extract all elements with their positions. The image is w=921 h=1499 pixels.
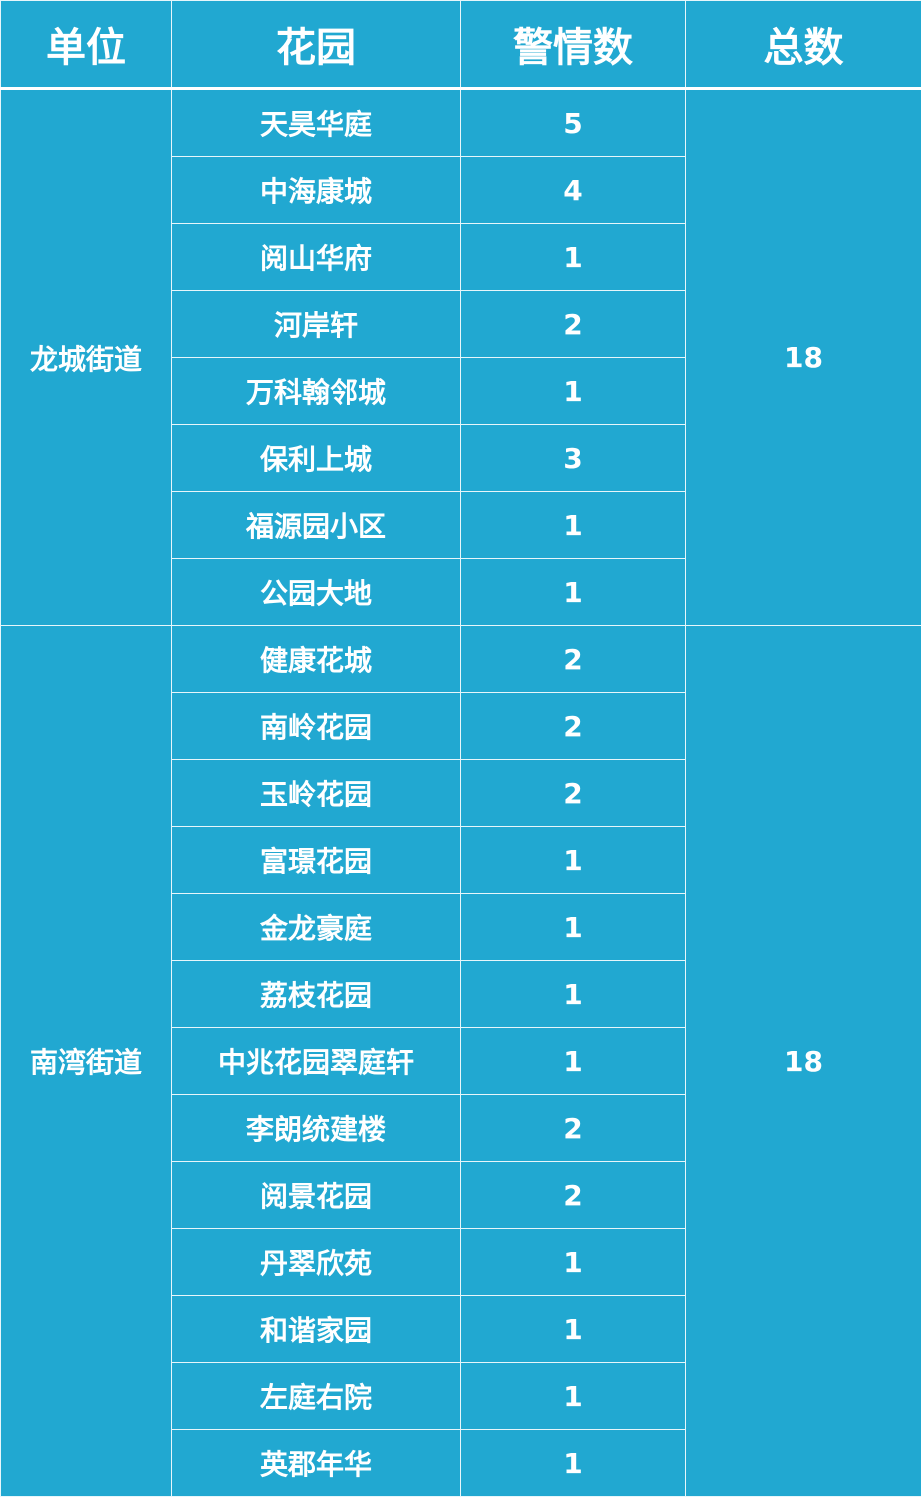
garden-cell: 公园大地: [171, 558, 461, 626]
table-row: 河岸轩 2: [1, 290, 921, 358]
table-row: 玉岭花园 2: [1, 759, 921, 827]
alert-count-cell: 1: [460, 960, 686, 1028]
alert-count-cell: 5: [460, 88, 686, 157]
table-row: 中海康城 4: [1, 156, 921, 224]
unit-cell: 龙城街道: [0, 88, 172, 626]
garden-cell: 中兆花园翠庭轩: [171, 1027, 461, 1095]
header-alert-count: 警情数: [460, 0, 686, 90]
garden-cell: 和谐家园: [171, 1295, 461, 1363]
garden-cell: 丹翠欣苑: [171, 1228, 461, 1296]
alert-count-cell: 1: [460, 1362, 686, 1430]
alert-count-cell: 1: [460, 1429, 686, 1497]
alert-count-cell: 1: [460, 1228, 686, 1296]
garden-cell: 玉岭花园: [171, 759, 461, 827]
table-row: 南湾街道 健康花城 2 18: [0, 625, 921, 1497]
table-row: 阅山华府 1: [1, 223, 921, 291]
table-row: 龙城街道 天昊华庭 5 18: [0, 88, 921, 626]
garden-cell: 阅山华府: [171, 223, 461, 291]
alert-count-cell: 2: [460, 759, 686, 827]
garden-cell: 荔枝花园: [171, 960, 461, 1028]
table-row: 南岭花园 2: [1, 692, 921, 760]
alert-count-cell: 1: [460, 223, 686, 291]
garden-cell: 英郡年华: [171, 1429, 461, 1497]
table-row: 保利上城 3: [1, 424, 921, 492]
table-row: 公园大地 1: [1, 558, 921, 626]
table-row: 中兆花园翠庭轩 1: [1, 1027, 921, 1095]
alert-count-cell: 1: [460, 357, 686, 425]
header-row: 单位 花园 警情数 总数: [0, 0, 921, 90]
table-row: 和谐家园 1: [1, 1295, 921, 1363]
table-row: 李朗统建楼 2: [1, 1094, 921, 1162]
garden-cell: 富璟花园: [171, 826, 461, 894]
alert-count-cell: 1: [460, 491, 686, 559]
total-cell: 18: [685, 88, 921, 626]
table-row: 富璟花园 1: [1, 826, 921, 894]
table-row: 金龙豪庭 1: [1, 893, 921, 961]
garden-cell: 福源园小区: [171, 491, 461, 559]
alert-count-cell: 1: [460, 826, 686, 894]
garden-cell: 万科翰邻城: [171, 357, 461, 425]
garden-cell: 阅景花园: [171, 1161, 461, 1229]
garden-cell: 左庭右院: [171, 1362, 461, 1430]
garden-cell: 天昊华庭: [171, 88, 461, 157]
alert-count-cell: 3: [460, 424, 686, 492]
garden-cell: 河岸轩: [171, 290, 461, 358]
header-garden: 花园: [171, 0, 461, 90]
garden-cell: 李朗统建楼: [171, 1094, 461, 1162]
garden-cell: 保利上城: [171, 424, 461, 492]
alert-count-cell: 2: [460, 692, 686, 760]
garden-cell: 健康花城: [171, 625, 461, 693]
alert-count-cell: 1: [460, 1295, 686, 1363]
garden-cell: 金龙豪庭: [171, 893, 461, 961]
header-total: 总数: [685, 0, 921, 90]
total-cell: 18: [685, 625, 921, 1497]
table-row: 英郡年华 1: [1, 1429, 921, 1497]
garden-cell: 中海康城: [171, 156, 461, 224]
alert-count-cell: 2: [460, 1094, 686, 1162]
alert-count-cell: 2: [460, 1161, 686, 1229]
table-row: 荔枝花园 1: [1, 960, 921, 1028]
header-unit: 单位: [0, 0, 172, 90]
alert-count-cell: 1: [460, 1027, 686, 1095]
table-row: 丹翠欣苑 1: [1, 1228, 921, 1296]
alert-count-cell: 4: [460, 156, 686, 224]
alert-count-cell: 2: [460, 290, 686, 358]
garden-cell: 南岭花园: [171, 692, 461, 760]
alert-count-cell: 1: [460, 893, 686, 961]
alert-count-cell: 1: [460, 558, 686, 626]
unit-cell: 南湾街道: [0, 625, 172, 1497]
table-row: 福源园小区 1: [1, 491, 921, 559]
table-row: 左庭右院 1: [1, 1362, 921, 1430]
alert-count-cell: 2: [460, 625, 686, 693]
